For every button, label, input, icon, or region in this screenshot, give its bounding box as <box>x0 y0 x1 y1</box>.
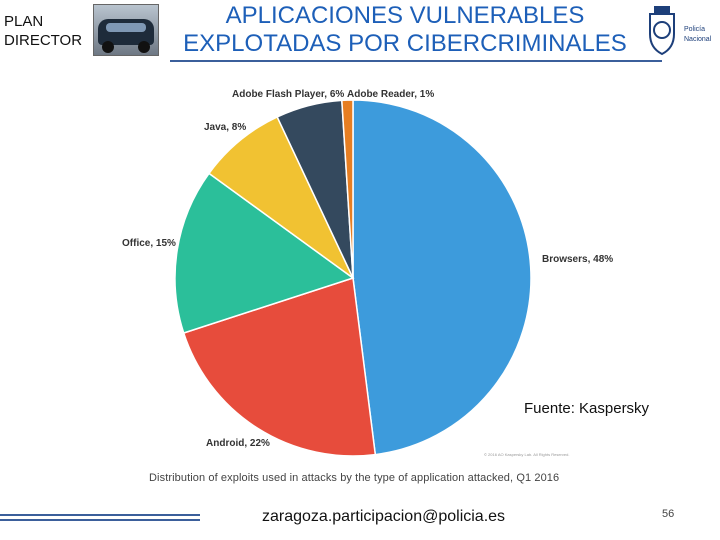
slice-label-3: Java, 8% <box>204 122 246 133</box>
title-line-2: EXPLOTADAS POR CIBERCRIMINALES <box>183 30 627 57</box>
contact-email[interactable]: zaragoza.participacion@policia.es <box>262 508 506 525</box>
police-car-image <box>93 4 159 56</box>
chart-caption: Distribution of exploits used in attacks… <box>149 472 560 484</box>
slice-label-4: Adobe Flash Player, 6% <box>232 89 344 100</box>
header-rule <box>170 60 662 62</box>
footer-rules <box>0 514 200 524</box>
plan-line-2: DIRECTOR <box>4 32 83 49</box>
exploit-pie-chart: Browsers, 48% Android, 22% Office, 15% Java… <box>122 89 613 457</box>
pie-slice-5 <box>341 99 354 279</box>
slice-label-2: Office, 15% <box>122 238 176 249</box>
page-title: APLICACIONES VULNERABLES EXPLOTADAS POR … <box>170 2 640 58</box>
source-label: Fuente: Kaspersky <box>524 400 650 417</box>
logo-text-1: Policía <box>684 26 706 33</box>
title-line-1: APLICACIONES VULNERABLES <box>225 2 585 29</box>
logo-text-2: Nacional <box>684 36 712 43</box>
plan-line-1: PLAN <box>4 13 44 30</box>
policia-nacional-logo: Policía Nacional <box>644 4 718 60</box>
slice-label-0: Browsers, 48% <box>542 254 613 265</box>
crest-icon <box>649 6 675 56</box>
pie-slice-1 <box>182 277 377 457</box>
pie-slice-0 <box>352 99 532 456</box>
page-number: 56 <box>662 508 675 520</box>
slice-label-5: Adobe Reader, 1% <box>347 89 434 100</box>
chart-copyright: © 2016 AO Kaspersky Lab. All Rights Rese… <box>484 452 570 457</box>
plan-director-label: PLAN DIRECTOR <box>4 12 82 50</box>
pie-slice-2 <box>174 172 355 334</box>
pie-slice-3 <box>207 115 354 279</box>
slice-label-1: Android, 22% <box>206 438 270 449</box>
